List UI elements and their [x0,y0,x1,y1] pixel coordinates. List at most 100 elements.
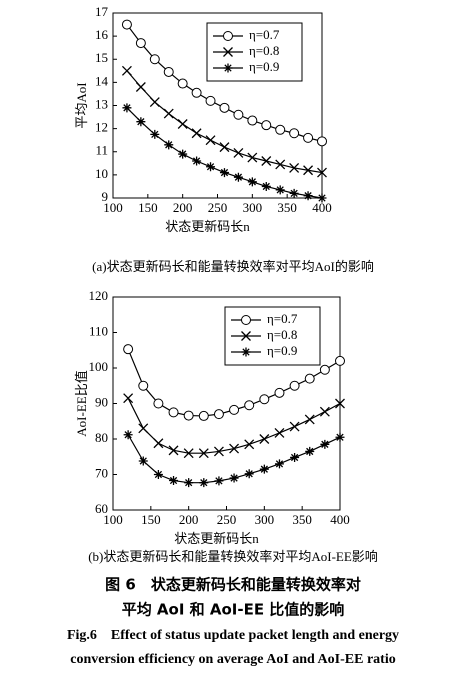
y-axis-label: AoI-EE比值 [74,370,89,436]
subplot-caption: (b)状态更新码长和能量转换效率对平均AoI-EE影响 [88,549,378,564]
y-tick-label: 15 [95,50,108,65]
marker [261,120,272,131]
marker [123,344,134,355]
marker [290,452,300,462]
marker [335,398,345,409]
marker [259,394,270,405]
marker [206,162,216,172]
marker [198,410,209,421]
x-tick-label: 200 [173,200,193,215]
marker [219,168,229,178]
marker [138,423,149,434]
marker [335,432,345,442]
marker [219,102,230,113]
marker [275,185,285,195]
marker [163,108,174,119]
x-tick-label: 100 [103,200,123,215]
marker [244,469,254,479]
marker [261,181,271,191]
marker [233,147,244,158]
marker [205,95,216,106]
marker [149,97,160,107]
marker [153,438,164,449]
legend-label: η=0.8 [249,43,279,58]
marker [169,476,179,486]
marker [289,380,300,391]
legend-marker [223,63,233,73]
series-line [126,107,323,199]
marker [135,38,146,49]
marker [136,117,146,127]
x-tick-label: 300 [243,200,263,215]
legend-marker [241,347,251,357]
marker [123,430,133,440]
legend-marker [223,47,233,57]
marker [244,439,255,450]
marker [304,414,315,425]
y-tick-label: 13 [95,96,108,111]
marker [122,103,132,113]
marker [199,478,209,488]
marker [247,177,257,187]
marker [275,159,286,170]
marker [123,393,134,404]
marker [274,428,285,438]
y-tick-label: 16 [95,27,109,42]
marker [229,473,239,483]
figure-caption: Fig.6 Effect of status update packet len… [67,628,399,643]
marker [233,172,243,182]
marker [168,445,179,456]
y-tick-label: 60 [95,501,108,516]
legend-label: η=0.7 [267,311,298,326]
subplot-caption: (a)状态更新码长和能量转换效率对平均AoI的影响 [92,259,374,274]
marker [289,162,300,173]
x-tick-label: 100 [103,512,123,527]
marker [150,129,160,139]
legend-label: η=0.7 [249,27,280,42]
y-tick-label: 17 [95,4,109,19]
x-tick-label: 300 [255,512,275,527]
legend-label: η=0.9 [267,343,297,358]
legend-marker [241,315,251,325]
figure-caption: 平均 AoI 和 AoI-EE 比值的影响 [122,601,345,619]
y-tick-label: 110 [89,323,108,338]
y-tick-label: 12 [95,120,108,135]
marker [303,191,313,201]
y-tick-label: 90 [95,394,108,409]
marker [191,128,202,139]
y-tick-label: 14 [95,73,109,88]
y-tick-label: 80 [95,430,108,445]
y-tick-label: 100 [89,359,109,374]
legend-label: η=0.8 [267,327,297,342]
marker [289,128,300,139]
marker [274,387,285,398]
marker [135,82,146,92]
marker [247,152,258,163]
marker [317,136,327,147]
marker [229,443,240,454]
marker [198,448,209,459]
y-tick-label: 120 [89,288,109,303]
marker [138,380,149,391]
marker [317,167,327,178]
marker [289,188,299,198]
x-tick-label: 150 [141,512,161,527]
series-line [126,70,323,174]
marker [214,476,224,486]
x-tick-label: 400 [312,200,332,215]
y-axis-label: 平均AoI [74,82,89,128]
marker [303,165,314,176]
marker [183,448,194,459]
marker [213,409,224,420]
marker [305,446,315,456]
x-tick-label: 200 [179,512,199,527]
marker [177,78,188,89]
marker [177,119,188,129]
marker [153,470,163,479]
x-axis-label: 状态更新码长n [174,531,259,546]
y-tick-label: 9 [102,189,109,204]
figure-caption: conversion efficiency on average AoI and… [70,652,395,667]
x-tick-label: 400 [330,512,350,527]
marker [274,459,284,469]
y-tick-label: 10 [95,166,108,181]
